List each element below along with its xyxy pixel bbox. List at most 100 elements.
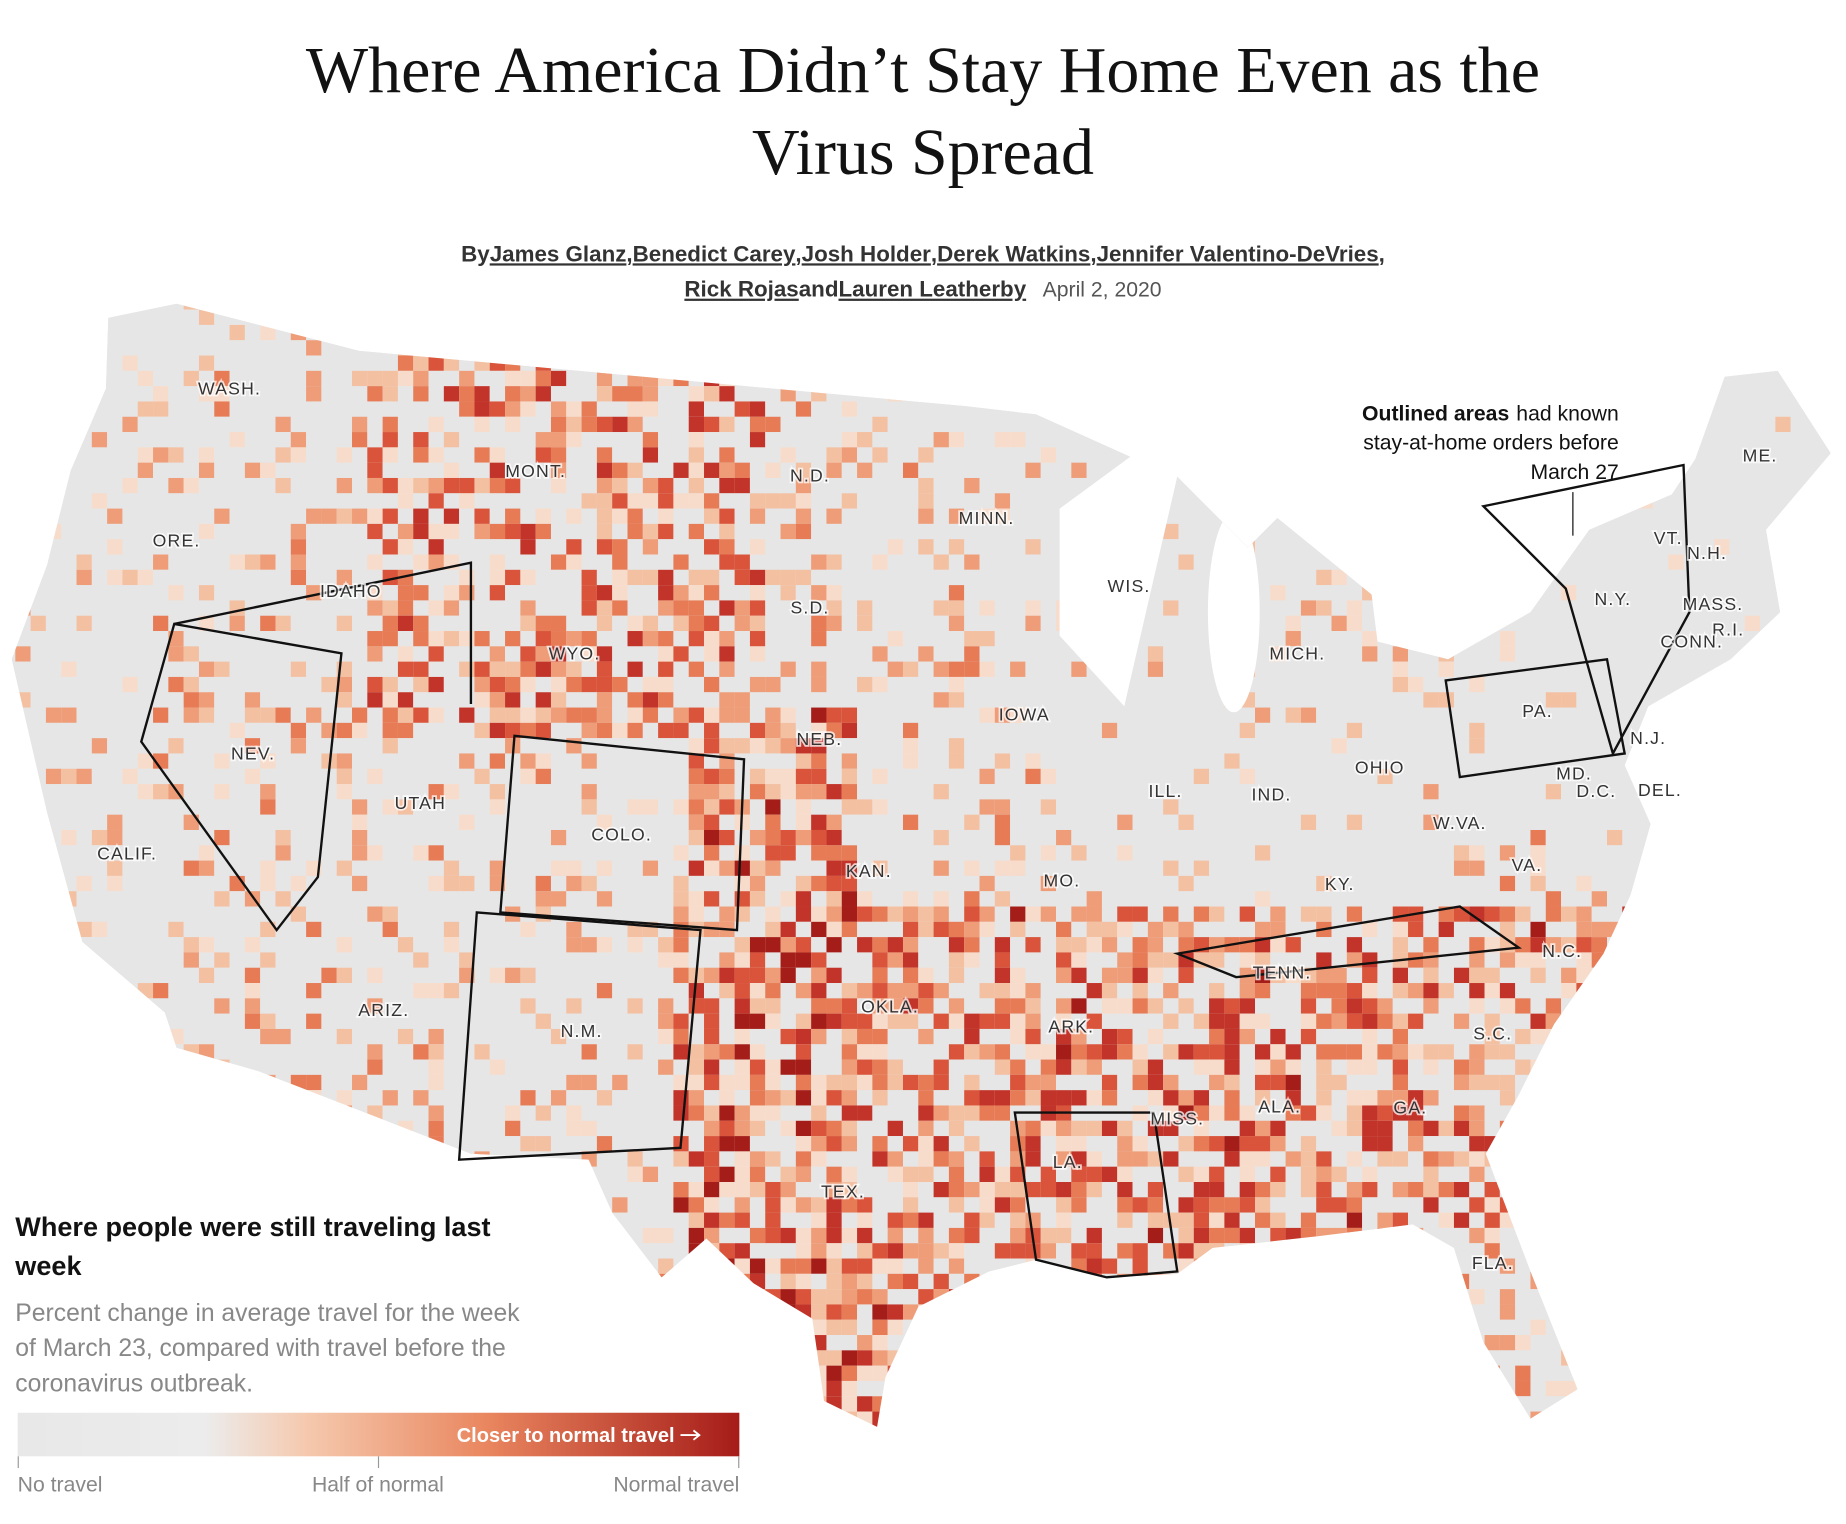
author-link[interactable]: Lauren Leatherby — [839, 277, 1027, 302]
county — [1530, 539, 1546, 555]
county — [45, 554, 62, 570]
county — [979, 585, 995, 601]
county — [352, 432, 368, 448]
county — [367, 631, 383, 647]
county — [214, 768, 230, 785]
county — [260, 875, 276, 892]
county — [260, 493, 276, 509]
county — [1837, 784, 1846, 799]
county — [336, 707, 353, 723]
county — [627, 906, 643, 922]
county — [459, 477, 475, 494]
county — [826, 661, 842, 677]
county — [489, 799, 506, 815]
county — [1837, 386, 1846, 401]
county — [918, 416, 934, 433]
author-link[interactable]: Josh Holder — [802, 241, 932, 266]
county — [229, 615, 245, 632]
county — [857, 508, 873, 524]
county — [352, 493, 368, 509]
county — [1346, 303, 1363, 310]
county — [933, 477, 949, 494]
county — [1285, 569, 1301, 586]
county — [1346, 799, 1363, 815]
county — [183, 768, 199, 785]
county — [1040, 585, 1057, 601]
county — [15, 303, 31, 310]
county — [780, 508, 796, 524]
county — [1545, 707, 1562, 723]
county — [367, 722, 383, 739]
county — [1178, 508, 1194, 524]
county — [1209, 860, 1225, 876]
author-link[interactable]: Rick Rojas — [684, 277, 798, 302]
county — [1683, 891, 1699, 907]
author-link[interactable]: Jennifer Valentino-DeVries — [1097, 241, 1379, 266]
county — [489, 600, 506, 616]
county — [902, 829, 919, 846]
county — [1086, 585, 1102, 601]
county — [1607, 799, 1623, 815]
county — [612, 432, 628, 448]
county — [765, 738, 781, 754]
county — [642, 324, 659, 341]
county — [30, 768, 46, 785]
county — [1714, 676, 1730, 693]
county — [1346, 676, 1363, 693]
county — [30, 676, 46, 693]
county — [260, 753, 276, 769]
county — [1622, 523, 1638, 540]
county — [1377, 722, 1393, 739]
county — [1331, 523, 1347, 540]
county — [1270, 646, 1286, 662]
county — [964, 722, 980, 739]
author-link[interactable]: James Glanz — [490, 241, 627, 266]
county — [1729, 784, 1745, 800]
county — [107, 829, 123, 846]
county — [520, 768, 536, 785]
county — [1178, 615, 1194, 632]
county — [1224, 309, 1240, 325]
county — [719, 646, 735, 662]
county — [1837, 907, 1846, 922]
county — [1377, 615, 1393, 632]
county — [673, 829, 689, 846]
county — [642, 722, 659, 739]
county — [1117, 600, 1133, 616]
county — [474, 738, 490, 754]
county — [1408, 753, 1424, 769]
county — [1515, 814, 1531, 830]
county — [1607, 615, 1623, 632]
county — [1515, 891, 1531, 907]
county — [107, 692, 123, 708]
county — [627, 891, 643, 907]
county — [734, 738, 750, 754]
county — [1438, 784, 1454, 800]
county — [183, 477, 199, 494]
county — [902, 386, 919, 402]
county — [581, 523, 597, 540]
county — [260, 340, 276, 356]
county — [780, 615, 796, 632]
county — [841, 324, 858, 341]
county — [290, 906, 307, 922]
county — [1010, 554, 1026, 570]
county — [290, 829, 307, 846]
county — [749, 875, 766, 892]
county — [1254, 845, 1271, 861]
county — [1193, 303, 1210, 310]
county — [734, 860, 750, 876]
county — [122, 875, 138, 892]
county — [1652, 554, 1669, 570]
county — [260, 386, 276, 402]
county — [1790, 447, 1806, 463]
author-link[interactable]: Benedict Carey — [633, 241, 796, 266]
county — [1147, 707, 1164, 723]
county — [76, 340, 92, 356]
county — [1285, 661, 1301, 677]
author-link[interactable]: Derek Watkins — [937, 241, 1090, 266]
county — [15, 508, 31, 524]
county — [1790, 661, 1806, 677]
county — [1714, 768, 1730, 785]
county — [1714, 585, 1730, 601]
